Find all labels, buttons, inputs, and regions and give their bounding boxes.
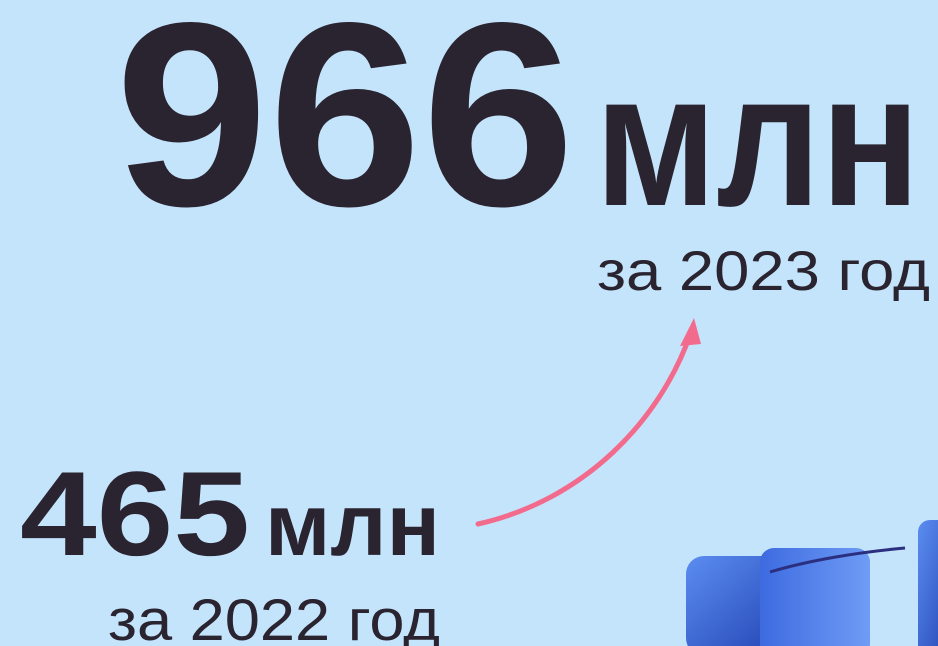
box <box>760 548 870 646</box>
infographic: 966 млн за 2023 год 465 млн за 2022 год <box>0 0 938 646</box>
previous-unit: млн <box>265 475 440 574</box>
current-value: 966 <box>115 0 575 261</box>
page: {"current": {"value": 966, "unit": "млн"… <box>0 0 938 646</box>
current-unit: млн <box>595 34 920 246</box>
previous-period: за 2022 год <box>108 588 440 646</box>
previous-value: 465 <box>20 447 250 581</box>
current-period: за 2023 год <box>597 239 930 302</box>
box <box>918 520 938 646</box>
